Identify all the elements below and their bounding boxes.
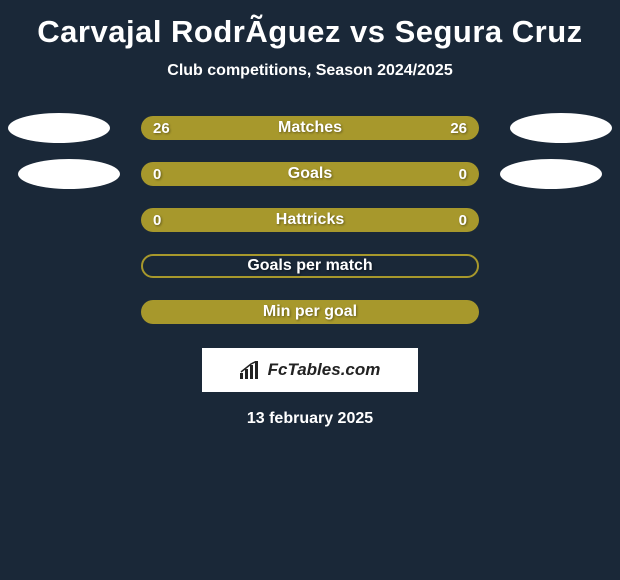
min-per-goal-label: Min per goal — [263, 303, 357, 321]
hattricks-right-value: 0 — [459, 212, 467, 229]
ellipse-left-goals — [18, 159, 120, 189]
goals-left-value: 0 — [153, 166, 161, 183]
goals-label: Goals — [288, 165, 332, 183]
bar-matches: 26 Matches 26 — [141, 116, 479, 140]
stat-row-hattricks: 0 Hattricks 0 — [0, 208, 620, 232]
chart-icon — [240, 361, 262, 379]
bar-hattricks: 0 Hattricks 0 — [141, 208, 479, 232]
stat-row-goals: 0 Goals 0 — [0, 162, 620, 186]
page-title: Carvajal RodrÃ­guez vs Segura Cruz — [37, 14, 582, 50]
bar-min-per-goal: Min per goal — [141, 300, 479, 324]
ellipse-right-matches — [510, 113, 612, 143]
ellipse-right-goals — [500, 159, 602, 189]
goals-right-value: 0 — [459, 166, 467, 183]
goals-per-match-label: Goals per match — [247, 257, 372, 275]
matches-left-value: 26 — [153, 120, 170, 137]
bar-goals-per-match: Goals per match — [141, 254, 479, 278]
footer-date: 13 february 2025 — [247, 410, 373, 428]
main-container: Carvajal RodrÃ­guez vs Segura Cruz Club … — [0, 0, 620, 436]
hattricks-label: Hattricks — [276, 211, 344, 229]
stat-row-goals-per-match: Goals per match — [0, 254, 620, 278]
bar-goals: 0 Goals 0 — [141, 162, 479, 186]
hattricks-left-value: 0 — [153, 212, 161, 229]
logo-inner: FcTables.com — [240, 360, 381, 380]
logo-text: FcTables.com — [268, 360, 381, 380]
logo-box[interactable]: FcTables.com — [202, 348, 418, 392]
matches-label: Matches — [278, 119, 342, 137]
matches-right-value: 26 — [450, 120, 467, 137]
stat-row-min-per-goal: Min per goal — [0, 300, 620, 324]
stat-row-matches: 26 Matches 26 — [0, 116, 620, 140]
ellipse-left-matches — [8, 113, 110, 143]
page-subtitle: Club competitions, Season 2024/2025 — [167, 62, 452, 80]
